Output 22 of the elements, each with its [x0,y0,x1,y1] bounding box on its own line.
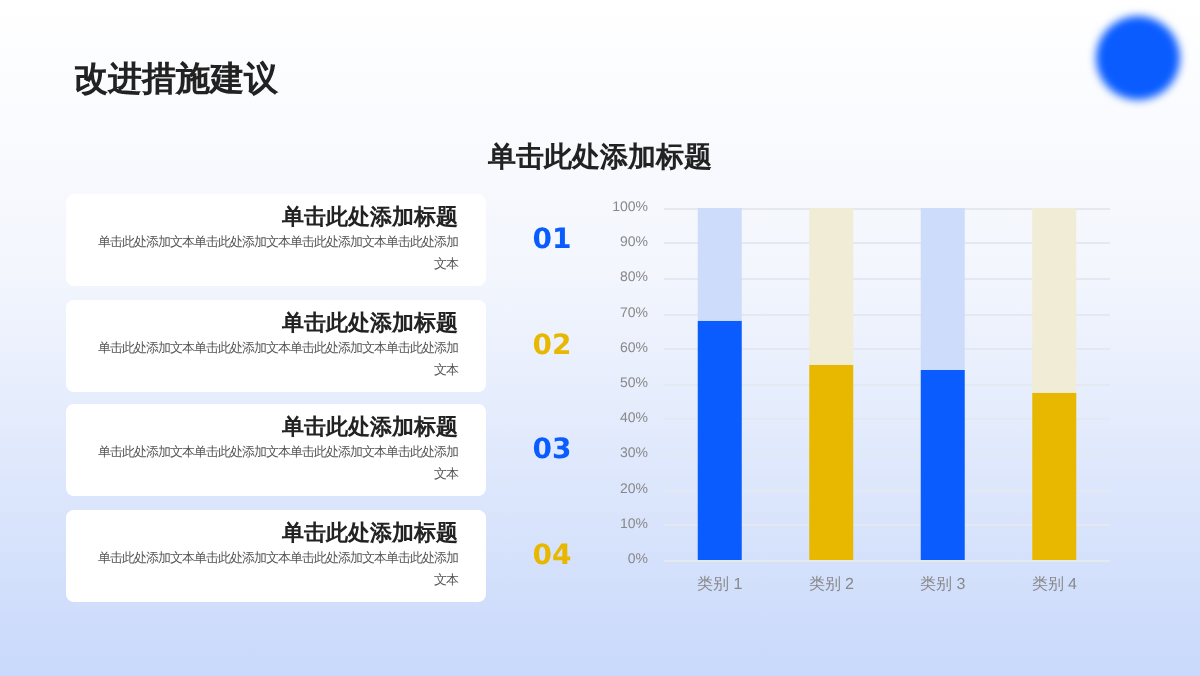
bar [809,364,854,560]
text: 单击此处添加标题 [280,412,458,442]
text: 02 [530,329,574,361]
text: 单击此处添加标题 [280,202,458,232]
x-tick-label: 类别 3 [920,575,967,593]
bar [920,369,965,560]
chart-subtitle: 单击此处添加标题 [486,140,714,176]
bar [920,208,965,370]
text: 04 [530,539,574,571]
bar [809,208,854,365]
x-tick-label: 类别 1 [697,575,744,593]
text: 01 [530,224,574,256]
bar [1032,208,1077,393]
bar [1032,392,1077,560]
bar [697,320,742,560]
bar [697,208,742,321]
text: 单击此处添加标题 [280,517,458,547]
text: 03 [530,434,574,466]
text: 单击此处添加标题 [280,307,458,337]
x-tick-label: 类别 2 [808,575,856,593]
x-tick-label: 类别 4 [1031,575,1079,593]
text: 改进措施建议 [74,58,278,102]
